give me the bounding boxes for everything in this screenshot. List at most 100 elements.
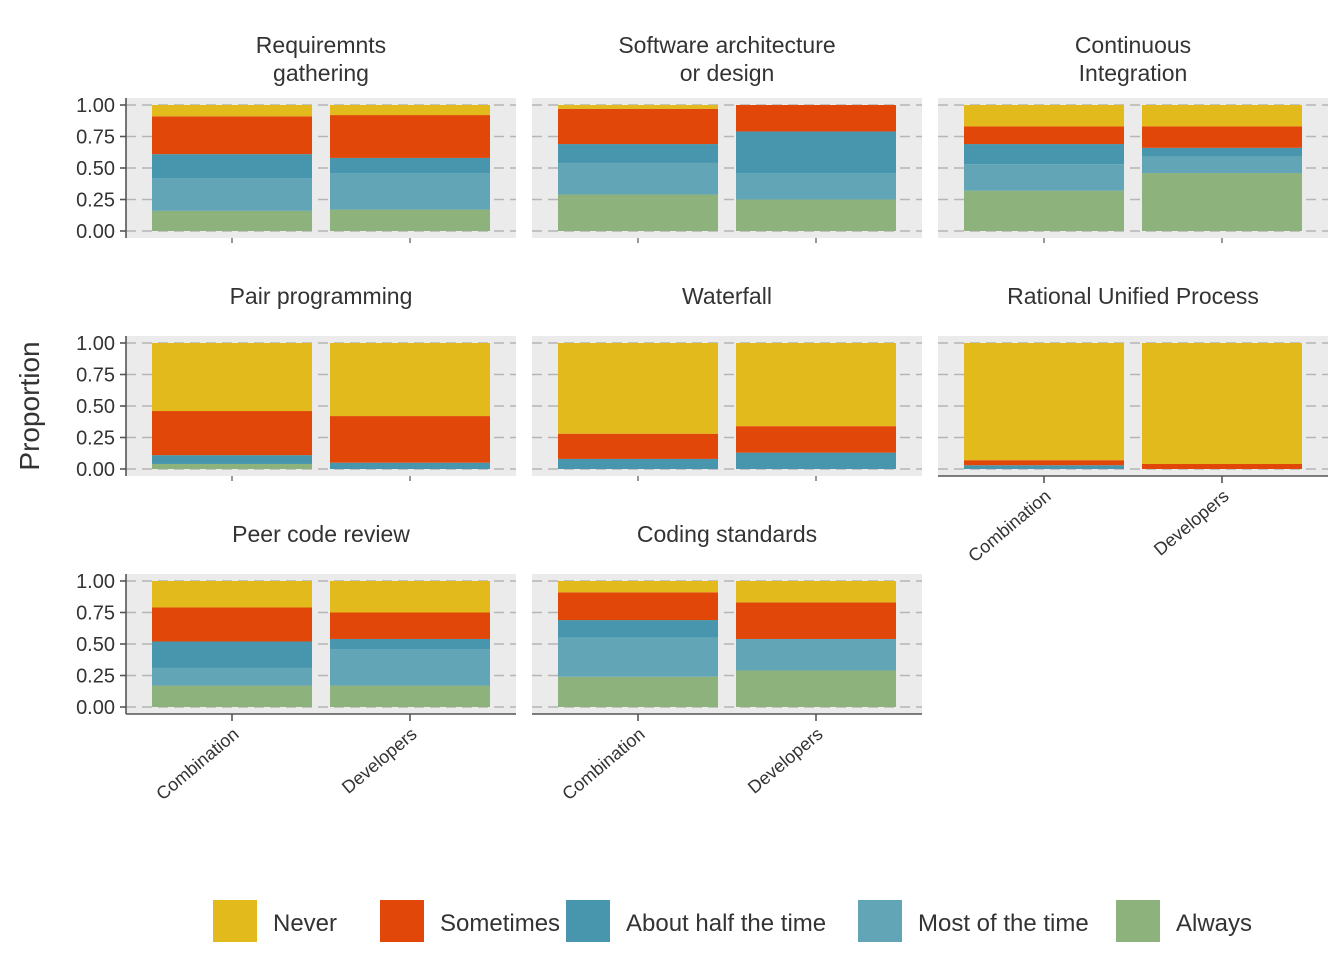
bar-segment-most-of-the-time: [330, 649, 490, 686]
bar-segment-sometimes: [1142, 126, 1302, 148]
legend-swatch: [213, 900, 257, 942]
bar-segment-never: [964, 343, 1124, 461]
stacked-bar-developers: [736, 343, 896, 469]
legend-item-always: Always: [1116, 900, 1252, 942]
y-tick-label: 0.00: [76, 459, 115, 481]
bar-segment-sometimes: [152, 411, 312, 456]
bar-segment-sometimes: [152, 116, 312, 155]
panel-title: Peer code review: [232, 521, 410, 547]
bar-segment-about-half-the-time: [152, 154, 312, 179]
legend: Never Sometimes About half the time Most of…: [213, 900, 1252, 942]
bar-segment-sometimes: [152, 607, 312, 642]
bar-segment-most-of-the-time: [330, 173, 490, 210]
legend-label: Always: [1176, 910, 1252, 937]
y-tick-label: 0.50: [76, 158, 115, 180]
bar-segment-never: [558, 581, 718, 593]
legend-swatch: [380, 900, 424, 942]
bar-segment-about-half-the-time: [152, 455, 312, 464]
bar-segment-never: [736, 581, 896, 603]
bar-segment-always: [152, 210, 312, 231]
bar-segment-about-half-the-time: [558, 458, 718, 469]
legend-swatch: [1116, 900, 1160, 942]
panel-title: Requiremnts: [256, 32, 386, 58]
bar-segment-always: [558, 676, 718, 707]
stacked-bar-combination: [558, 581, 718, 707]
panel-title: Pair programming: [230, 283, 413, 309]
bar-segment-never: [1142, 105, 1302, 127]
bar-segment-always: [558, 194, 718, 231]
bar-segment-most-of-the-time: [152, 178, 312, 211]
bar-segment-always: [152, 685, 312, 707]
bar-segment-never: [330, 343, 490, 417]
panel-title: Integration: [1079, 60, 1188, 86]
bar-segment-never: [152, 343, 312, 412]
bar-segment-never: [736, 343, 896, 427]
facet-panel: Coding standards Combination Developers: [532, 521, 922, 804]
bar-segment-never: [1142, 343, 1302, 464]
bar-segment-sometimes: [330, 612, 490, 639]
y-tick-label: 0.25: [76, 428, 115, 450]
legend-item-most-of-the-time: Most of the time: [858, 900, 1089, 942]
bar-segment-always: [330, 209, 490, 231]
x-tick-label: Developers: [1150, 486, 1233, 560]
bar-segment-about-half-the-time: [736, 131, 896, 174]
stacked-bar-developers: [736, 105, 896, 231]
x-tick-label: Combination: [558, 724, 648, 804]
bar-segment-always: [330, 685, 490, 707]
stacked-bar-combination: [152, 581, 312, 707]
bar-segment-about-half-the-time: [558, 144, 718, 163]
panel-title: Continuous: [1075, 32, 1191, 58]
bar-segment-most-of-the-time: [736, 638, 896, 671]
legend-swatch: [566, 900, 610, 942]
bar-segment-about-half-the-time: [152, 641, 312, 668]
bar-segment-sometimes: [736, 105, 896, 132]
bar-segment-always: [964, 190, 1124, 231]
bar-segment-about-half-the-time: [964, 465, 1124, 469]
legend-item-sometimes: Sometimes: [380, 900, 560, 942]
stacked-bar-developers: [330, 343, 490, 469]
panel-title: Waterfall: [682, 283, 772, 309]
stacked-bar-developers: [1142, 105, 1302, 231]
bar-segment-sometimes: [964, 126, 1124, 145]
bar-segment-never: [558, 105, 718, 109]
bar-segment-never: [330, 581, 490, 613]
bar-segment-sometimes: [330, 416, 490, 463]
stacked-bar-combination: [152, 105, 312, 231]
bar-segment-never: [964, 105, 1124, 127]
legend-item-about-half-the-time: About half the time: [566, 900, 826, 942]
bar-segment-most-of-the-time: [1142, 156, 1302, 174]
y-tick-label: 0.75: [76, 127, 115, 149]
bar-segment-about-half-the-time: [964, 144, 1124, 165]
legend-label: Never: [273, 910, 337, 937]
bar-segment-sometimes: [558, 592, 718, 621]
bar-segment-sometimes: [1142, 463, 1302, 469]
legend-item-never: Never: [213, 900, 337, 942]
bar-segment-most-of-the-time: [558, 637, 718, 677]
x-tick-label: Combination: [152, 724, 242, 804]
bar-segment-about-half-the-time: [558, 620, 718, 638]
bar-segment-most-of-the-time: [964, 164, 1124, 191]
y-tick-label: 0.50: [76, 396, 115, 418]
bar-segment-never: [330, 105, 490, 116]
stacked-bar-combination: [558, 343, 718, 469]
bar-segment-sometimes: [330, 115, 490, 158]
bar-segment-about-half-the-time: [736, 452, 896, 469]
x-tick-label: Developers: [744, 724, 827, 798]
facet-panel: Peer code review 0.00 0.25 0.50 0.75 1.00 Comb…: [76, 521, 516, 804]
bar-segment-never: [558, 343, 718, 434]
y-tick-label: 0.25: [76, 666, 115, 688]
legend-label: Most of the time: [918, 910, 1089, 937]
bar-segment-always: [152, 463, 312, 469]
bar-segment-about-half-the-time: [1142, 147, 1302, 157]
stacked-bar-developers: [1142, 343, 1302, 469]
y-tick-label: 1.00: [76, 571, 115, 593]
facet-panel: Waterfall: [532, 283, 922, 481]
stacked-bar-combination: [152, 343, 312, 469]
bar-segment-always: [736, 670, 896, 707]
legend-label: Sometimes: [440, 910, 560, 937]
stacked-bar-developers: [736, 581, 896, 707]
stacked-bar-combination: [964, 343, 1124, 469]
